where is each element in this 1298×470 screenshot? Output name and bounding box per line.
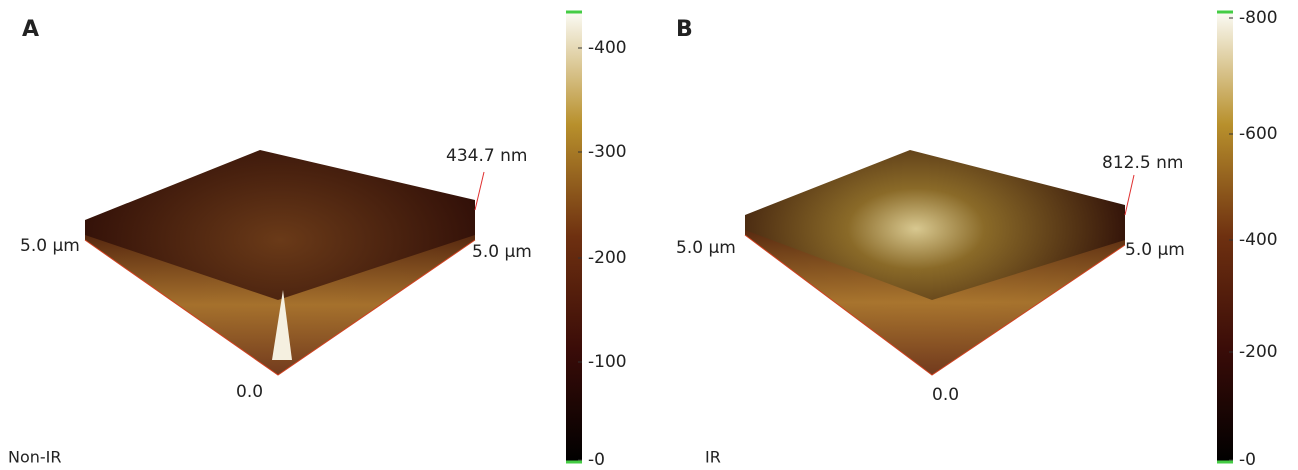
colorbar-tick-label: -100 [588,352,627,372]
surface-a [85,150,484,375]
origin-label: 0.0 [236,382,263,402]
colorbar-tick-label: -0 [1239,450,1256,470]
panel-letter: A [22,17,39,42]
colorbar-tick-label: -200 [588,248,627,268]
caption: Non-IR [8,448,62,467]
colorbar-tick-label: -300 [588,142,627,162]
axis-label: 5.0 µm [20,236,80,256]
colorbar-tick-label: -400 [588,38,627,58]
caption: IR [705,448,721,467]
colorbar [1217,12,1233,462]
origin-label: 0.0 [932,385,959,405]
surface-b [745,150,1134,375]
panel-letter: B [676,17,693,42]
axis-label: 5.0 µm [472,242,532,262]
colorbar-tick-label: -200 [1239,342,1278,362]
axis-label: 5.0 µm [1125,240,1185,260]
colorbar-tick-label: -0 [588,450,605,470]
height-label: 434.7 nm [446,146,527,166]
figure: A Non-IR 5.0 µm 5.0 µm 0.0 434.7 nm -400 -300 -2… [0,0,1298,470]
colorbar [566,12,582,462]
colorbar-tick-label: -600 [1239,124,1278,144]
height-label: 812.5 nm [1102,153,1183,173]
colorbar-tick-label: -400 [1239,230,1278,250]
axis-label: 5.0 µm [676,238,736,258]
colorbar-tick-label: -800 [1239,8,1278,28]
